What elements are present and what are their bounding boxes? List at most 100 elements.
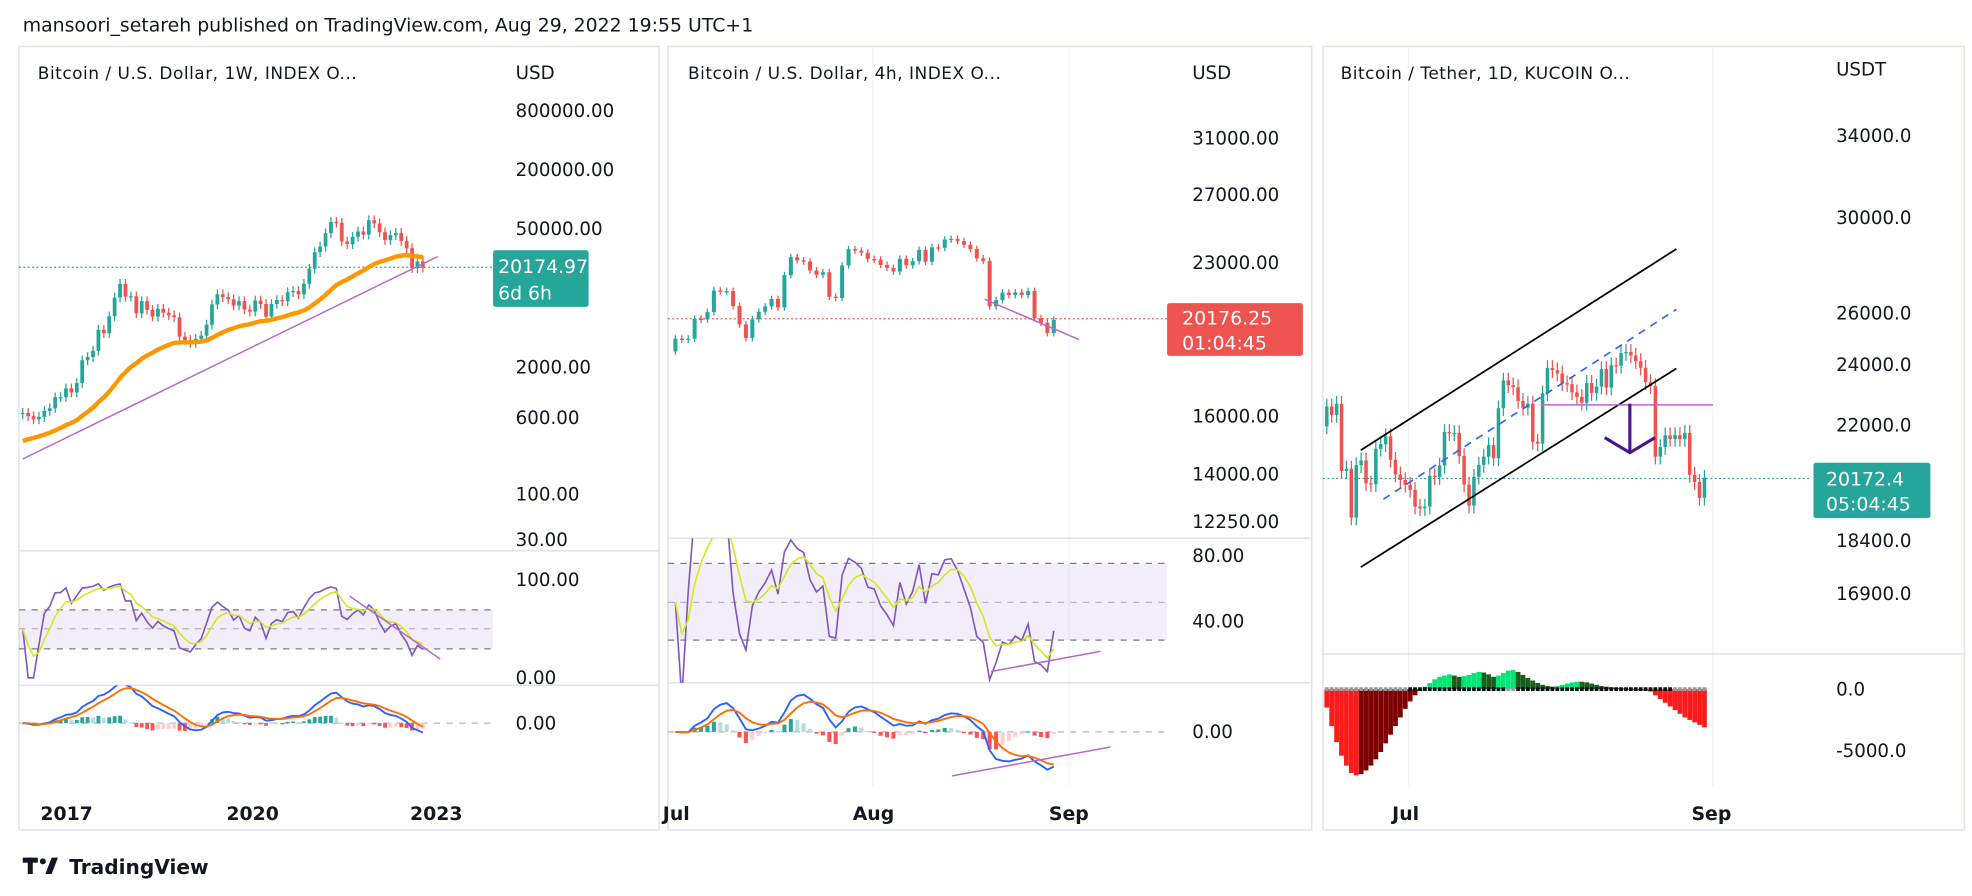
y-tick: 100.00 — [516, 485, 580, 506]
chart-panel-1d[interactable]: Bitcoin / Tether, 1D, KUCOIN O... USDT 3… — [1322, 45, 1966, 831]
candle-body — [1481, 456, 1486, 465]
squeeze-dot — [1359, 687, 1364, 692]
price-axis[interactable]: 800000.00 200000.00 50000.00 2000.00 600… — [516, 101, 615, 734]
candle-body — [808, 261, 813, 271]
candle-body — [1403, 480, 1408, 485]
chart-panel-1w[interactable]: Bitcoin / U.S. Dollar, 1W, INDEX O... US… — [18, 45, 660, 831]
histogram-bar — [756, 731, 761, 737]
price-axis[interactable]: 34000.0 30000.0 26000.0 24000.0 22000.0 … — [1836, 126, 1911, 762]
candle-body — [53, 397, 58, 409]
squeeze-dot — [1584, 687, 1589, 692]
rsi-pane[interactable] — [667, 510, 1168, 697]
squeeze-dot — [1663, 687, 1668, 692]
histogram-bar — [1373, 689, 1379, 760]
histogram-bar — [743, 731, 748, 743]
histogram-bar — [1471, 673, 1477, 690]
trendline-drawing[interactable] — [984, 298, 1080, 341]
rsi-y-tick: 100.00 — [516, 570, 580, 591]
currency-label: USD — [516, 63, 555, 84]
last-price-value: 20174.97 — [498, 256, 588, 278]
candle-body — [699, 318, 704, 321]
histogram-bar — [846, 728, 851, 732]
squeeze-dot — [1491, 687, 1496, 692]
candle-body — [1673, 435, 1677, 439]
candle-body — [80, 360, 85, 383]
time-axis[interactable]: Jul Aug Sep — [661, 803, 1089, 825]
candle-body — [1006, 292, 1011, 295]
macd-trendline-drawing[interactable] — [951, 746, 1111, 777]
time-axis[interactable]: 2017 2020 2023 — [40, 803, 462, 825]
histogram-bar — [1412, 689, 1418, 696]
squeeze-dot — [1447, 687, 1452, 692]
squeeze-dot — [1422, 687, 1427, 692]
candle-body — [1000, 292, 1005, 301]
rsi-y-tick: 80.00 — [1192, 546, 1244, 567]
candle-body — [756, 311, 761, 320]
histogram-bar — [58, 720, 63, 724]
histogram-bar — [788, 719, 793, 732]
rsi-trendline-drawing[interactable] — [990, 650, 1101, 673]
candle-body — [1354, 465, 1358, 518]
candle-body — [1369, 483, 1373, 485]
candle-body — [334, 222, 339, 224]
candle-body — [1408, 484, 1412, 490]
time-axis[interactable]: Jul Sep — [1390, 803, 1731, 825]
trendline-drawing[interactable] — [22, 255, 439, 460]
histogram-bar — [1594, 684, 1599, 690]
candle-body — [269, 304, 274, 317]
histogram-bar — [795, 720, 800, 732]
rsi-line — [674, 538, 1055, 683]
squeeze-dot — [1589, 687, 1594, 692]
price-axis[interactable]: 31000.00 27000.00 23000.00 16000.00 1400… — [1192, 129, 1279, 744]
histogram-bar — [1324, 689, 1330, 708]
candle-body — [1344, 468, 1349, 471]
symbol-title[interactable]: Bitcoin / U.S. Dollar, 4h, INDEX O... — [688, 64, 1001, 84]
squeeze-dot — [1535, 687, 1540, 692]
candle-body — [101, 329, 106, 334]
last-price-value: 20176.25 — [1182, 307, 1272, 329]
candle-body — [718, 290, 723, 292]
histogram-bar — [1334, 689, 1339, 743]
momentum-pane[interactable] — [1324, 670, 1707, 776]
arrow-down-icon[interactable] — [1603, 403, 1656, 455]
histogram-bar — [1525, 678, 1531, 690]
candle-body — [955, 238, 960, 242]
histogram-bar — [274, 723, 279, 725]
channel-lower-line[interactable] — [1360, 367, 1677, 568]
panel-frame — [18, 45, 660, 831]
candle-body — [827, 272, 832, 297]
rsi-y-tick: 0.00 — [516, 668, 557, 689]
candle-body — [404, 240, 409, 249]
histogram-bar — [177, 723, 182, 731]
candle-body — [1697, 481, 1702, 498]
rsi-pane[interactable] — [18, 582, 494, 679]
macd-pane[interactable] — [667, 693, 1168, 777]
candle-body — [226, 297, 231, 300]
squeeze-dot — [1437, 687, 1442, 692]
candle-body — [69, 388, 74, 393]
last-price-badge — [1167, 303, 1303, 356]
histogram-bar — [399, 723, 404, 728]
squeeze-dot — [1678, 687, 1682, 692]
histogram-bar — [820, 731, 825, 736]
macd-pane[interactable] — [18, 683, 494, 734]
chart-panel-4h[interactable]: Bitcoin / U.S. Dollar, 4h, INDEX O... US… — [661, 45, 1313, 831]
squeeze-dot — [1403, 687, 1408, 692]
candle-body — [981, 258, 986, 261]
tradingview-logo[interactable]: TradingView — [22, 855, 209, 879]
candle-body — [74, 382, 79, 393]
squeeze-dot — [1364, 687, 1368, 692]
rsi-trendline-drawing[interactable] — [349, 595, 441, 660]
candle-body — [994, 300, 999, 307]
histogram-bar — [808, 728, 813, 732]
symbol-title[interactable]: Bitcoin / Tether, 1D, KUCOIN O... — [1341, 64, 1631, 84]
x-tick: 2020 — [226, 803, 279, 825]
candle-body — [1325, 406, 1329, 427]
histogram-bar — [1697, 689, 1702, 725]
squeeze-dot — [1383, 687, 1388, 692]
histogram-bar — [237, 721, 241, 724]
histogram-bar — [188, 723, 193, 731]
channel-mid-line[interactable] — [1382, 308, 1677, 500]
channel-upper-line[interactable] — [1360, 248, 1677, 451]
symbol-title[interactable]: Bitcoin / U.S. Dollar, 1W, INDEX O... — [38, 64, 357, 84]
